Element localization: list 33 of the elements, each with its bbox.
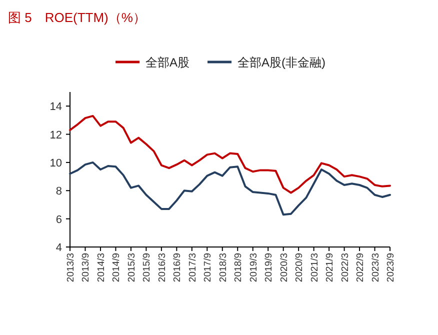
legend-label: 全部A股 — [146, 56, 190, 70]
x-tick-label: 2019/9 — [264, 253, 275, 282]
y-tick-label: 12 — [50, 129, 62, 142]
y-tick-label: 4 — [56, 242, 62, 254]
x-tick-label: 2019/3 — [248, 253, 260, 282]
x-tick-label: 2015/9 — [142, 253, 153, 282]
x-tick-label: 2023/9 — [386, 253, 396, 282]
x-tick-label: 2015/3 — [126, 253, 138, 282]
line-series — [69, 114, 391, 194]
x-tick-label: 2013/9 — [80, 253, 92, 282]
y-tick-label: 10 — [50, 157, 62, 170]
x-tick-label: 2023/3 — [370, 253, 382, 282]
x-tick-label: 2021/9 — [324, 253, 336, 282]
x-tick-label: 2017/3 — [187, 253, 198, 282]
x-tick-label: 2014/9 — [111, 253, 122, 282]
x-tick-label: 2020/9 — [294, 253, 306, 282]
line-series — [69, 161, 391, 216]
x-tick-label: 2018/3 — [218, 253, 229, 282]
chart-title: 图 5 ROE(TTM)（%） — [8, 10, 146, 25]
x-tick-label: 2014/3 — [96, 253, 107, 282]
x-tick-label: 2016/9 — [172, 253, 184, 282]
y-tick-label: 8 — [56, 186, 62, 198]
y-tick-label: 14 — [50, 101, 62, 114]
y-tick-label: 6 — [56, 214, 62, 226]
x-tick-label: 2022/9 — [355, 253, 366, 282]
x-tick-label: 2020/3 — [278, 253, 290, 282]
x-tick-label: 2018/9 — [233, 253, 244, 282]
x-tick-label: 2022/3 — [340, 253, 351, 282]
legend-label: 全部A股(非金融) — [238, 56, 326, 70]
x-tick-label: 2016/3 — [156, 253, 168, 282]
x-tick-label: 2017/9 — [202, 253, 214, 282]
x-tick-label: 2013/3 — [66, 253, 76, 282]
x-tick-label: 2021/3 — [309, 253, 320, 282]
